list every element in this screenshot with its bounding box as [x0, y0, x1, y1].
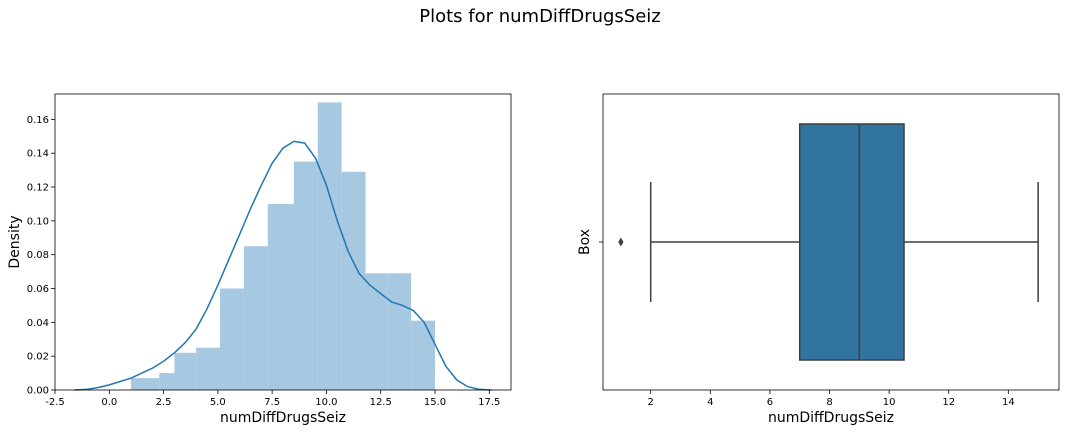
x-tick-label: 14: [1002, 397, 1015, 408]
x-tick-label: 15.0: [424, 397, 446, 408]
box-plot: 2 4 6 8 10 12 14 numDiffDrugsSeiz Box: [577, 93, 1060, 426]
histogram-axes-frame: [54, 93, 512, 391]
y-tick-label: 0.00: [27, 386, 49, 397]
figure-suptitle: Plots for numDiffDrugsSeiz: [419, 6, 661, 27]
y-tick-label: 0.12: [27, 183, 49, 194]
x-tick-label: 4: [707, 397, 713, 408]
histogram-x-axis-label: numDiffDrugsSeiz: [220, 410, 346, 426]
histogram-bar: [341, 171, 366, 390]
x-tick-label: 7.5: [264, 397, 280, 408]
y-tick-label: 0.02: [27, 352, 49, 363]
box-iqr: [798, 123, 905, 361]
x-tick-label: 12.5: [370, 397, 392, 408]
x-tick-label: 2: [647, 397, 653, 408]
histogram-bar: [411, 320, 435, 390]
histogram-y-ticks: 0.00 0.02 0.04 0.06 0.08 0.10 0.12 0.14 0.16: [27, 115, 55, 397]
histogram-bar: [220, 288, 244, 390]
x-tick-label: 17.5: [478, 397, 500, 408]
y-tick-label: 0.14: [27, 149, 49, 160]
y-tick-label: 0.04: [27, 318, 49, 329]
y-tick-label: 0.08: [27, 250, 49, 261]
histogram-bar: [159, 373, 175, 390]
x-tick-label: 0.0: [101, 397, 117, 408]
histogram-bar: [293, 161, 318, 390]
histogram-bar: [196, 347, 221, 390]
histogram-bars: [131, 102, 435, 390]
x-tick-label: 5.0: [210, 397, 226, 408]
x-tick-label: 10.0: [315, 397, 337, 408]
x-tick-label: -2.5: [45, 397, 65, 408]
x-tick-label: 10: [883, 397, 896, 408]
x-tick-label: 12: [942, 397, 955, 408]
histogram-plot: -2.5 0.0 2.5 5.0 7.5 10.0 12.5 15.0 17.5 0.000.0…: [7, 93, 512, 426]
histogram-bar: [267, 203, 294, 390]
outlier-marker: [618, 237, 624, 247]
histogram-x-ticks: -2.5 0.0 2.5 5.0 7.5 10.0 12.5 15.0 17.5: [45, 390, 500, 408]
kde-curve: [74, 140, 492, 391]
histogram-bar: [131, 378, 160, 390]
y-tick-label: 0.16: [27, 115, 49, 126]
box-x-ticks: 2 4 6 8 10 12 14: [647, 390, 1015, 408]
box-y-axis-label: Box: [577, 229, 593, 255]
box-x-axis-label: numDiffDrugsSeiz: [768, 410, 894, 426]
x-tick-label: 6: [767, 397, 773, 408]
y-tick-label: 0.10: [27, 216, 49, 227]
x-tick-label: 8: [826, 397, 832, 408]
histogram-bar: [174, 352, 197, 390]
histogram-bar: [243, 246, 268, 390]
histogram-y-axis-label: Density: [7, 215, 23, 268]
histogram-bar: [387, 273, 412, 390]
x-tick-label: 2.5: [156, 397, 172, 408]
histogram-bar: [317, 102, 342, 390]
y-tick-label: 0.06: [27, 284, 49, 295]
histogram-bar: [365, 273, 388, 390]
box-outliers: [618, 237, 624, 247]
